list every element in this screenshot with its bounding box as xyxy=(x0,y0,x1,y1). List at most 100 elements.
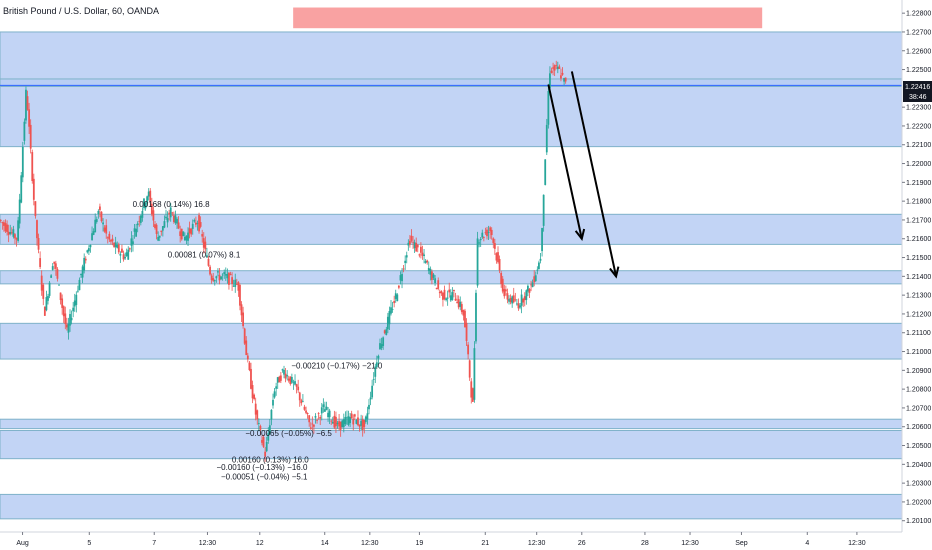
candle-body xyxy=(423,254,425,257)
candle-body xyxy=(124,256,126,259)
candle-body xyxy=(283,369,285,375)
candle-body xyxy=(324,409,326,412)
candle-body xyxy=(102,222,104,225)
candle-body xyxy=(484,232,487,234)
measure-label: −0.00051 (−0.04%) −5.1 xyxy=(221,472,308,481)
candle-body xyxy=(152,210,155,221)
candle-body xyxy=(416,244,419,248)
candle-body xyxy=(37,237,40,250)
candle-body xyxy=(198,215,200,232)
candle-body xyxy=(237,282,240,291)
candle-body xyxy=(45,297,48,311)
candle-body xyxy=(194,222,197,225)
candle-body xyxy=(457,299,460,308)
candle-body xyxy=(289,376,292,385)
support-resistance-zone xyxy=(0,418,903,430)
candle-body xyxy=(325,406,328,410)
price-axis[interactable]: 1.22800 1.22700 1.22600 1.22500 1.22300 1.222… xyxy=(902,11,931,526)
candle-body xyxy=(201,234,204,237)
candle-body xyxy=(481,232,484,238)
candle-body xyxy=(388,311,391,325)
candle-body xyxy=(29,124,32,149)
candle-body xyxy=(139,215,142,223)
candle-body xyxy=(80,273,82,276)
candle-body xyxy=(143,198,145,208)
candle-body xyxy=(424,261,427,263)
candle-body xyxy=(511,296,514,304)
candle-body xyxy=(202,238,205,248)
candle-body xyxy=(501,278,504,292)
candle-body xyxy=(215,276,218,279)
candle-body xyxy=(385,329,388,336)
candle-body xyxy=(454,298,457,301)
candle-body xyxy=(399,275,402,281)
candle-body xyxy=(240,304,243,316)
candle-body xyxy=(404,260,407,263)
candle-body xyxy=(397,285,400,288)
candle-body xyxy=(75,294,78,305)
candle-body xyxy=(438,291,441,294)
candle-body xyxy=(391,309,394,311)
candle-body xyxy=(250,368,252,389)
time-tick-label: 7 xyxy=(152,540,156,547)
candle-body xyxy=(379,343,381,350)
candle-body xyxy=(322,404,325,407)
support-resistance-zone xyxy=(0,270,903,285)
candle-body xyxy=(221,274,224,276)
candle-body xyxy=(542,194,545,226)
candle-body xyxy=(185,235,188,241)
candle-body xyxy=(525,290,528,300)
candle-body xyxy=(23,121,26,141)
candle-body xyxy=(0,220,2,221)
candle-body xyxy=(103,227,106,232)
measure-label: −0.00065 (−0.05%) −6.5 xyxy=(245,429,332,438)
candle-body xyxy=(172,215,175,222)
candle-body xyxy=(451,292,454,300)
candle-body xyxy=(500,272,503,284)
candle-body xyxy=(245,340,248,356)
candle-body xyxy=(464,310,466,328)
candle-body xyxy=(442,292,444,300)
candle-body xyxy=(26,96,29,110)
candle-body xyxy=(286,375,289,377)
candle-body xyxy=(508,299,510,302)
zones-layer xyxy=(0,7,903,520)
candle-body xyxy=(492,238,495,244)
time-tick-label: 26 xyxy=(578,540,586,547)
price-tick-label: 1.20600 xyxy=(906,424,931,431)
candle-body xyxy=(239,285,241,306)
candle-body xyxy=(487,232,490,233)
candle-body xyxy=(355,419,358,424)
candle-body xyxy=(405,255,408,258)
time-tick-label: 14 xyxy=(321,540,329,547)
candle-body xyxy=(303,406,306,410)
candle-body xyxy=(70,317,73,321)
candle-body xyxy=(344,416,347,425)
candle-body xyxy=(259,425,262,430)
candle-body xyxy=(193,220,196,222)
support-resistance-zone xyxy=(0,322,903,360)
candle-body xyxy=(154,224,156,228)
candle-body xyxy=(386,316,389,330)
annotations-layer: 0.00168 (0.14%) 16.8 0.00081 (0.07%) 8.1 −… xyxy=(133,200,383,482)
candle-body xyxy=(408,240,411,245)
candle-body xyxy=(445,298,447,301)
candle-body xyxy=(295,384,298,387)
candle-body xyxy=(383,330,386,334)
candle-body xyxy=(97,210,100,214)
candle-body xyxy=(116,244,119,248)
candle-body xyxy=(460,304,463,313)
candle-body xyxy=(9,232,12,235)
candle-body xyxy=(369,397,372,400)
candle-body xyxy=(515,303,518,305)
chart-title: British Pound / U.S. Dollar, 60, OANDA xyxy=(3,6,159,16)
top-resistance-zone xyxy=(293,7,763,29)
candle-body xyxy=(246,355,249,360)
time-axis[interactable]: Aug 5 7 12:30 12 14 12:30 19 21 12:30 26 28 12:30 Sep… xyxy=(16,532,866,547)
candle-body xyxy=(106,237,109,239)
candle-body xyxy=(421,252,424,256)
candle-body xyxy=(306,412,309,415)
candle-body xyxy=(157,237,160,241)
candle-body xyxy=(248,362,251,371)
